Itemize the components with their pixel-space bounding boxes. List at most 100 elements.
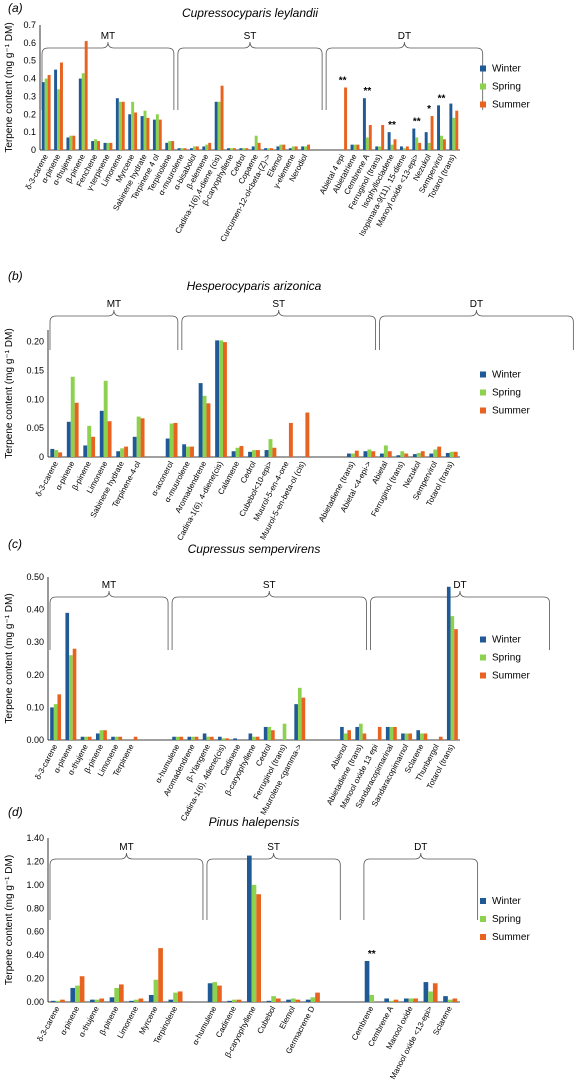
legend-label: Winter <box>492 370 522 381</box>
chart-title: Cupressus sempervirens <box>188 542 321 556</box>
bar-summer <box>84 41 88 150</box>
bar-summer <box>301 697 306 740</box>
bar-spring <box>192 146 196 150</box>
chart-panel-4: (d) Pinus halepensis Terpene content (mg g… <box>4 805 530 1081</box>
bar-summer <box>255 736 260 740</box>
bar-winter <box>248 451 253 457</box>
bar-winter <box>355 726 359 740</box>
bar-spring <box>133 999 139 1002</box>
bar-spring <box>69 655 73 740</box>
bar-winter <box>276 146 280 150</box>
legend-label: Spring <box>492 388 521 399</box>
legend-swatch-spring <box>480 389 486 396</box>
bar-spring <box>389 1000 394 1002</box>
bar-winter <box>83 445 88 457</box>
legend-swatch-winter <box>480 65 486 72</box>
bar-spring <box>408 998 414 1002</box>
chart-panel-3: (c) Cupressus sempervirens Terpene content… <box>4 537 550 823</box>
bar-spring <box>94 999 100 1002</box>
chart-title: Cupressocyparis leylandii <box>182 6 318 20</box>
bar-summer <box>245 148 249 150</box>
bar-summer <box>236 999 242 1002</box>
bar-summer <box>109 142 113 150</box>
bar-spring <box>343 733 348 740</box>
bar-winter <box>231 451 236 457</box>
bar-spring <box>252 450 256 457</box>
y-tick-label: 1.00 <box>26 880 44 890</box>
bar-spring <box>54 450 59 457</box>
bar-summer <box>430 116 434 150</box>
bar-winter <box>202 733 207 740</box>
bar-summer <box>121 101 125 150</box>
bar-spring <box>242 148 246 150</box>
legend-label: Winter <box>492 896 522 907</box>
bar-winter <box>396 455 401 457</box>
bar-summer <box>72 648 77 740</box>
bar-winter <box>202 146 206 150</box>
bar-summer <box>453 451 458 457</box>
bar-winter <box>446 586 451 740</box>
bar-summer <box>452 998 458 1002</box>
bar-summer <box>217 985 222 1002</box>
bar-winter <box>190 148 193 150</box>
significance-mark: ** <box>368 949 376 960</box>
significance-mark: ** <box>363 86 371 97</box>
group-label: ST <box>272 299 285 310</box>
bar-winter <box>363 451 368 457</box>
bar-winter <box>109 997 115 1002</box>
bar-spring <box>219 340 223 457</box>
group-label: ST <box>244 31 257 42</box>
x-tick-label: Cubebol <box>255 1005 277 1036</box>
legend-label: Spring <box>492 82 521 93</box>
bar-summer <box>356 144 360 150</box>
bar-summer <box>315 992 320 1002</box>
bar-summer <box>347 730 351 740</box>
bar-spring <box>427 142 431 150</box>
bar-spring <box>251 884 257 1002</box>
bar-winter <box>99 410 104 457</box>
bar-spring <box>217 101 221 150</box>
bar-summer <box>239 446 244 457</box>
bar-summer <box>256 894 262 1002</box>
group-bracket <box>363 852 479 920</box>
bar-spring <box>70 376 75 457</box>
bar-spring <box>53 704 58 740</box>
bar-spring <box>420 733 424 740</box>
group-bracket <box>325 41 484 110</box>
bar-summer <box>344 87 348 150</box>
legend-swatch-summer <box>480 101 486 108</box>
bar-summer <box>190 446 194 457</box>
significance-mark: * <box>427 104 431 115</box>
bar-winter <box>111 736 115 740</box>
bar-winter <box>50 707 54 740</box>
bar-winter <box>214 101 218 150</box>
bar-summer <box>354 450 359 457</box>
y-tick-label: 0.00 <box>26 735 44 745</box>
bar-spring <box>168 141 172 150</box>
bar-spring <box>180 148 184 150</box>
y-axis-label: Terpene content (mg g⁻¹ DM) <box>4 328 15 458</box>
legend-label: Summer <box>492 100 530 111</box>
bar-spring <box>369 994 375 1002</box>
bar-summer <box>295 999 301 1002</box>
bar-spring <box>359 723 363 740</box>
bar-winter <box>168 999 174 1002</box>
bar-spring <box>279 144 283 150</box>
bar-winter <box>66 137 70 150</box>
bar-spring <box>450 616 455 740</box>
bar-spring <box>205 144 209 150</box>
bar-summer <box>420 451 425 457</box>
bar-spring <box>365 137 369 150</box>
group-bracket <box>171 590 367 650</box>
bar-summer <box>179 736 184 740</box>
legend-label: Summer <box>492 671 530 682</box>
y-tick-label: 1.20 <box>26 856 44 866</box>
bar-summer <box>393 999 399 1002</box>
bar-winter <box>266 1000 272 1002</box>
bar-spring <box>452 117 456 150</box>
bar-winter <box>286 999 291 1002</box>
y-tick-label: 0.4 <box>23 74 36 84</box>
bar-summer <box>177 991 183 1002</box>
panel-letter: (b) <box>8 269 23 283</box>
bar-spring <box>173 992 178 1002</box>
